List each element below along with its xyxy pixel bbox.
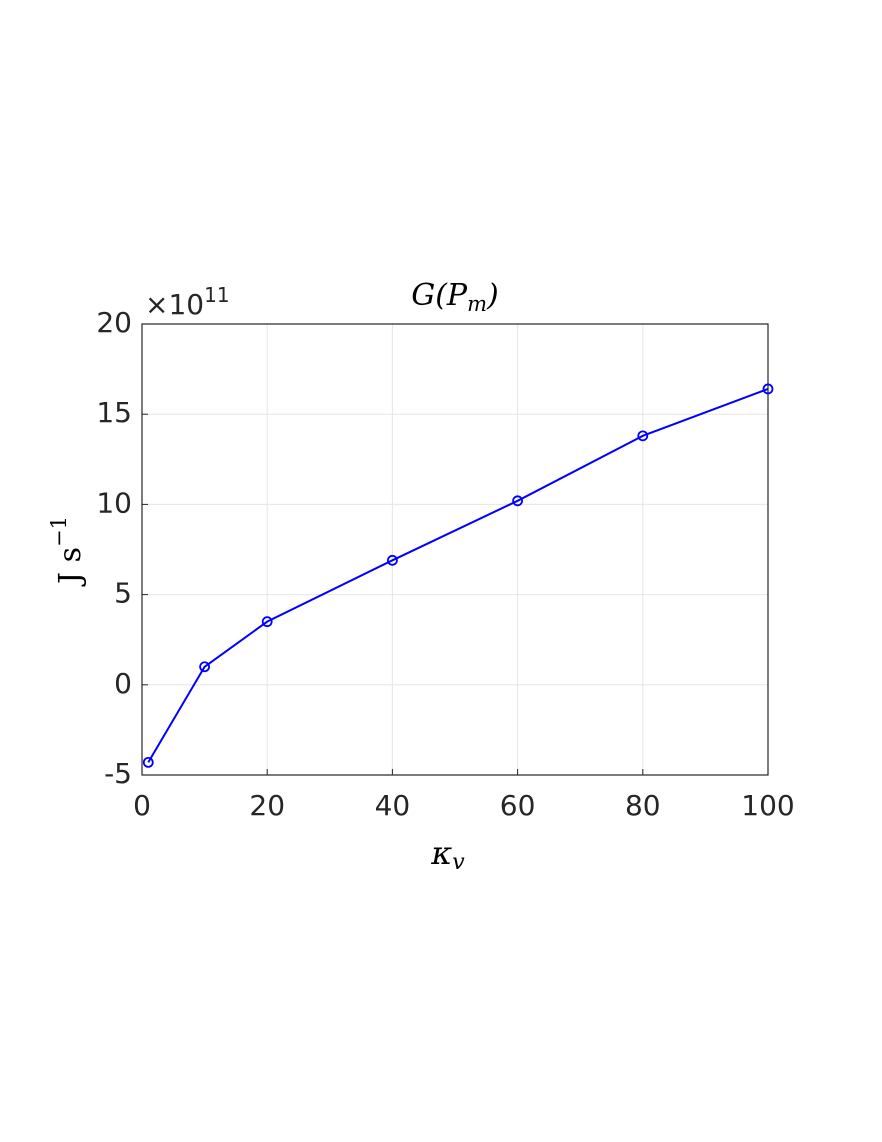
exponent-power: 11 bbox=[204, 283, 229, 307]
data-point bbox=[762, 383, 774, 395]
y-tick-label: 5 bbox=[114, 577, 132, 610]
plot-frame bbox=[141, 323, 769, 776]
x-tick-label: 0 bbox=[133, 789, 151, 822]
y-tick-label: 10 bbox=[96, 486, 132, 519]
exponent-base: ×10 bbox=[145, 288, 204, 321]
x-label-main: κ bbox=[430, 834, 452, 872]
x-tick-label: 80 bbox=[625, 789, 661, 822]
chart-title: G(Pm) bbox=[411, 278, 499, 316]
title-subscript: m bbox=[467, 292, 487, 316]
title-end: ) bbox=[486, 278, 499, 313]
title-main: G(P bbox=[411, 278, 468, 313]
data-point bbox=[261, 616, 273, 628]
y-exponent: ×1011 bbox=[145, 283, 230, 322]
data-point bbox=[199, 661, 211, 673]
y-tick-label: 20 bbox=[96, 306, 132, 339]
x-label-subscript: v bbox=[452, 850, 465, 875]
x-tick-label: 40 bbox=[375, 789, 411, 822]
series-line bbox=[147, 388, 769, 763]
y-tick-label: -5 bbox=[104, 757, 132, 790]
data-point bbox=[386, 554, 398, 566]
y-label-power: −1 bbox=[47, 516, 71, 547]
data-point bbox=[637, 430, 649, 442]
data-point bbox=[512, 495, 523, 507]
y-tick-label: 15 bbox=[96, 396, 132, 429]
x-tick-label: 20 bbox=[249, 789, 285, 822]
data-point bbox=[142, 756, 154, 768]
x-tick-label: 60 bbox=[500, 789, 536, 822]
y-tick-label: 0 bbox=[114, 667, 132, 700]
x-tick-label: 100 bbox=[741, 789, 794, 822]
x-axis-label: κv bbox=[430, 834, 465, 876]
y-axis-label: J s−1 bbox=[47, 516, 89, 587]
y-label-main: J s bbox=[53, 547, 88, 587]
